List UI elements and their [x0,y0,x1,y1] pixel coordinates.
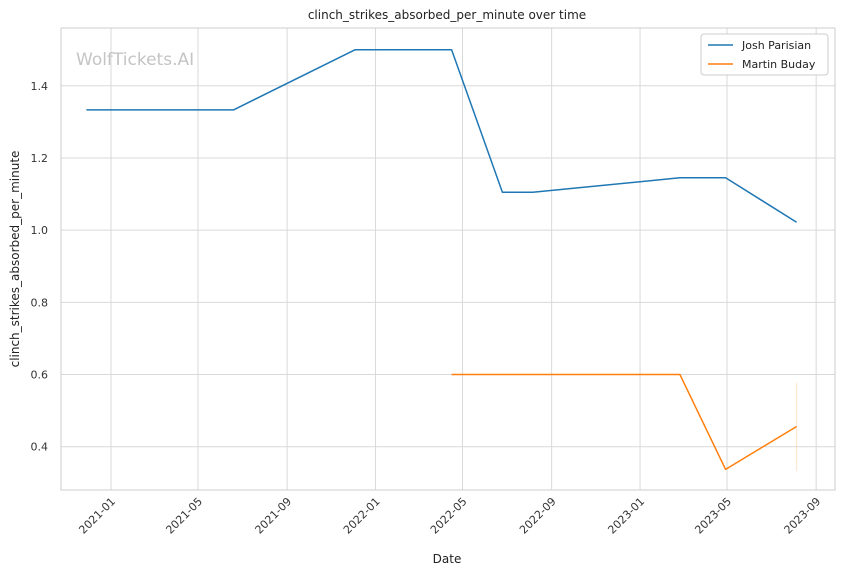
legend-label-martin-buday: Martin Buday [742,58,816,71]
y-tick-label: 1.2 [31,152,49,165]
x-tick-label: 2022-01 [341,495,383,537]
x-tick-label: 2023-09 [782,495,824,537]
y-tick-label: 1.0 [31,224,49,237]
y-axis-ticks: 0.4 0.6 0.8 1.0 1.2 1.4 [31,80,49,454]
x-tick-label: 2022-05 [428,495,470,537]
y-tick-label: 1.4 [31,80,49,93]
watermark: WolfTickets.AI [76,50,194,70]
series-line-martin-buday [451,373,797,471]
y-axis-label: clinch_strikes_absorbed_per_minute [8,151,22,368]
y-tick-label: 0.8 [31,296,49,309]
series-line-josh-parisian [86,48,797,223]
x-tick-label: 2023-01 [605,495,647,537]
plot-frame [60,27,836,491]
x-tick-label: 2021-01 [76,495,118,537]
grid [61,28,835,490]
legend: Josh Parisian Martin Buday [700,33,829,76]
series-layer [86,48,798,471]
x-tick-label: 2021-09 [253,495,295,537]
x-tick-label: 2021-05 [163,495,205,537]
x-axis-ticks: 2021-01 2021-05 2021-09 2022-01 2022-05 2022-… [76,495,823,537]
chart-title: clinch_strikes_absorbed_per_minute over … [308,8,586,22]
x-tick-label: 2022-09 [517,495,559,537]
legend-label-josh-parisian: Josh Parisian [741,39,811,52]
y-tick-label: 0.4 [31,441,49,454]
y-tick-label: 0.6 [31,369,49,382]
x-tick-label: 2023-05 [692,495,734,537]
x-axis-label: Date [433,552,462,566]
